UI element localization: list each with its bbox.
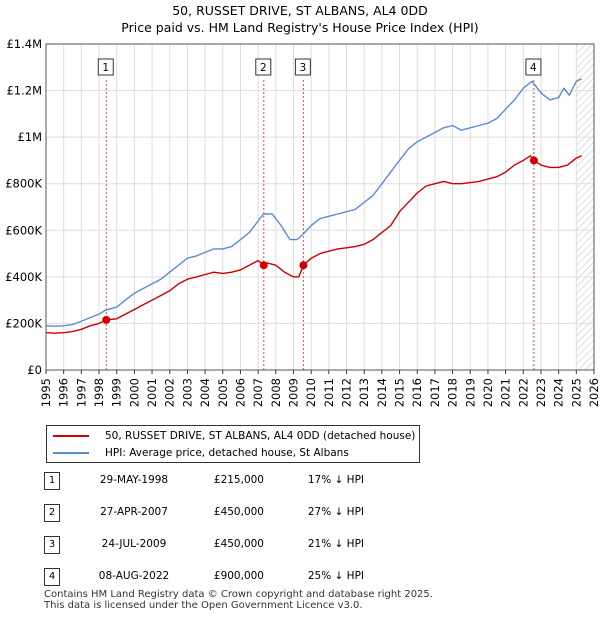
x-tick-label: 2023 (534, 378, 548, 407)
sale-point (102, 315, 111, 324)
x-tick-label: 2005 (216, 378, 230, 407)
sale-number: 4 (44, 568, 60, 586)
x-tick-label: 2006 (233, 378, 247, 407)
x-tick-label: 2021 (499, 378, 513, 407)
forecast-hatch (576, 44, 594, 370)
plot-frame (45, 43, 595, 371)
x-tick-label: 2002 (163, 378, 177, 407)
footer-line-1: Contains HM Land Registry data © Crown c… (44, 589, 433, 600)
y-tick-label: £1.2M (6, 84, 42, 98)
x-tick-label: 2020 (481, 378, 495, 407)
sale-label-box (255, 58, 272, 76)
x-tick-label: 2001 (145, 378, 159, 407)
x-tick-label: 2011 (322, 378, 336, 407)
x-tick-label: 1995 (39, 378, 53, 407)
sale-label: 2 (260, 62, 267, 74)
x-tick-label: 2026 (587, 378, 600, 407)
sale-date: 24-JUL-2009 (101, 538, 167, 550)
x-tick-label: 2009 (286, 378, 300, 407)
legend-swatch-property (53, 435, 89, 437)
y-tick-label: £1.4M (6, 37, 42, 51)
sale-date: 08-AUG-2022 (98, 570, 170, 582)
x-tick-label: 2014 (375, 378, 389, 407)
sale-date: 27-APR-2007 (100, 506, 168, 518)
sale-row: 1 29-MAY-1998 £215,000 17% ↓ HPI (44, 472, 404, 490)
sale-row: 4 08-AUG-2022 £900,000 25% ↓ HPI (44, 568, 404, 586)
legend-swatch-hpi (53, 452, 89, 454)
sale-number: 3 (44, 536, 60, 554)
sale-label: 3 (300, 62, 307, 74)
x-tick-label: 2008 (269, 378, 283, 407)
sale-hpi-diff: 27% ↓ HPI (307, 506, 364, 518)
chart-subtitle: Price paid vs. HM Land Registry's House … (121, 20, 479, 35)
x-tick-label: 1999 (110, 378, 124, 407)
x-tick-label: 2017 (428, 378, 442, 407)
sale-label-box (294, 58, 311, 76)
chart-title: 50, RUSSET DRIVE, ST ALBANS, AL4 0DD (172, 3, 428, 18)
sale-price: £215,000 (213, 474, 264, 486)
sale-point (299, 261, 308, 270)
sale-label-box (97, 58, 114, 76)
sale-number: 2 (44, 504, 60, 522)
sale-row: 2 27-APR-2007 £450,000 27% ↓ HPI (44, 504, 404, 522)
x-tick-label: 2003 (180, 378, 194, 407)
sale-price: £450,000 (213, 538, 264, 550)
y-tick-label: £1M (17, 130, 42, 144)
sale-number: 1 (44, 472, 60, 490)
sale-point (529, 156, 538, 165)
x-tick-label: 2025 (569, 378, 583, 407)
sale-label-box (525, 58, 542, 76)
plot-area (46, 44, 594, 370)
legend-item-hpi: HPI: Average price, detached house, St A… (53, 445, 349, 461)
y-tick-label: £400K (5, 270, 42, 284)
x-tick-label: 2016 (410, 378, 424, 407)
x-tick-label: 2000 (127, 378, 141, 407)
sale-price: £450,000 (213, 506, 264, 518)
x-tick-label: 2012 (340, 378, 354, 407)
x-tick-label: 1998 (92, 378, 106, 407)
sale-label: 4 (530, 62, 537, 74)
sale-label: 1 (102, 62, 109, 74)
x-tick-label: 1996 (57, 378, 71, 407)
x-tick-label: 2024 (552, 378, 566, 407)
sale-row: 3 24-JUL-2009 £450,000 21% ↓ HPI (44, 536, 404, 554)
price-chart: £0 £200K £400K £600K £800K £1M £1.2M £1.4M 1995 1… (5, 37, 600, 407)
sale-date: 29-MAY-1998 (99, 474, 169, 486)
x-tick-label: 2010 (304, 378, 318, 407)
property-line (45, 155, 582, 334)
x-tick-label: 2022 (516, 378, 530, 407)
footer-line-2: This data is licensed under the Open Gov… (44, 600, 363, 611)
hpi-line (45, 78, 582, 327)
sale-hpi-diff: 17% ↓ HPI (307, 474, 364, 486)
sale-price: £900,000 (213, 570, 264, 582)
x-tick-label: 2019 (463, 378, 477, 407)
sale-point (259, 261, 268, 270)
sale-hpi-diff: 21% ↓ HPI (307, 538, 364, 550)
legend: 50, RUSSET DRIVE, ST ALBANS, AL4 0DD (de… (46, 425, 420, 463)
sale-hpi-diff: 25% ↓ HPI (307, 570, 364, 582)
x-tick-label: 2018 (446, 378, 460, 407)
legend-label-hpi: HPI: Average price, detached house, St A… (105, 447, 349, 459)
y-tick-label: £0 (27, 363, 42, 377)
legend-label-property: 50, RUSSET DRIVE, ST ALBANS, AL4 0DD (de… (105, 430, 416, 442)
y-tick-label: £200K (5, 316, 42, 330)
x-tick-label: 2004 (198, 378, 212, 407)
x-tick-label: 2015 (393, 378, 407, 407)
x-tick-label: 1997 (74, 378, 88, 407)
legend-item-property: 50, RUSSET DRIVE, ST ALBANS, AL4 0DD (de… (53, 428, 415, 444)
y-tick-label: £600K (5, 223, 42, 237)
x-tick-label: 2013 (357, 378, 371, 407)
x-tick-label: 2007 (251, 378, 265, 407)
y-tick-label: £800K (5, 177, 42, 191)
footer: Contains HM Land Registry data © Crown c… (44, 589, 433, 611)
